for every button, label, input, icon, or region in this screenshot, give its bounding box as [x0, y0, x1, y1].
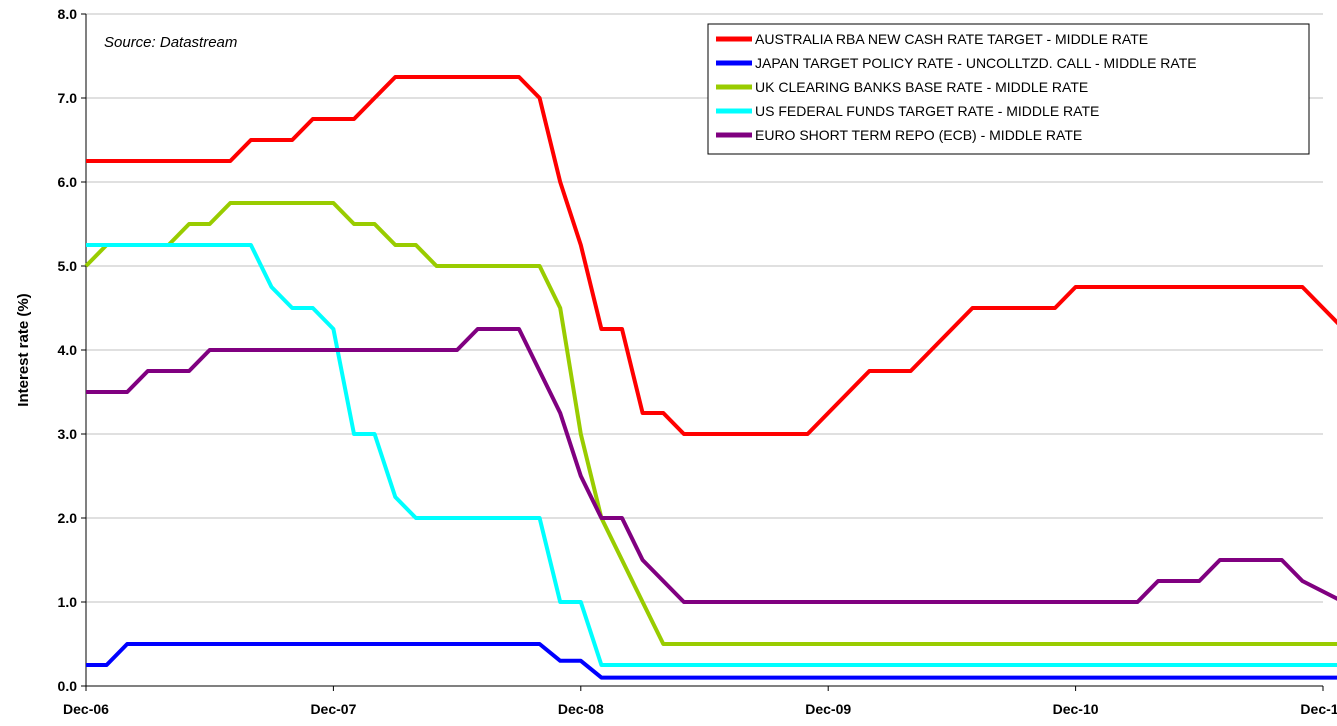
y-tick-label: 8.0 [58, 6, 78, 22]
y-tick-label: 5.0 [58, 258, 78, 274]
source-annotation: Source: Datastream [104, 34, 237, 51]
x-tick-label: Dec-11 [1300, 701, 1337, 717]
x-tick-label: Dec-08 [558, 701, 604, 717]
legend: AUSTRALIA RBA NEW CASH RATE TARGET - MID… [708, 24, 1309, 154]
legend-label-1: AUSTRALIA RBA NEW CASH RATE TARGET - MID… [755, 31, 1148, 47]
x-tick-label: Dec-06 [63, 701, 109, 717]
x-tick-label: Dec-07 [310, 701, 356, 717]
x-tick-label: Dec-10 [1053, 701, 1099, 717]
y-tick-label: 4.0 [58, 342, 78, 358]
legend-label-2: JAPAN TARGET POLICY RATE - UNCOLLTZD. CA… [755, 55, 1197, 71]
legend-label-3: UK CLEARING BANKS BASE RATE - MIDDLE RAT… [755, 79, 1088, 95]
legend-label-5: EURO SHORT TERM REPO (ECB) - MIDDLE RATE [755, 127, 1082, 143]
legend-label-4: US FEDERAL FUNDS TARGET RATE - MIDDLE RA… [755, 103, 1099, 119]
y-axis-title: Interest rate (%) [15, 293, 32, 406]
y-tick-label: 7.0 [58, 90, 78, 106]
y-tick-label: 3.0 [58, 426, 78, 442]
y-tick-label: 6.0 [58, 174, 78, 190]
x-tick-label: Dec-09 [805, 701, 851, 717]
y-tick-label: 1.0 [58, 594, 78, 610]
y-tick-label: 2.0 [58, 510, 78, 526]
y-tick-label: 0.0 [58, 678, 78, 694]
